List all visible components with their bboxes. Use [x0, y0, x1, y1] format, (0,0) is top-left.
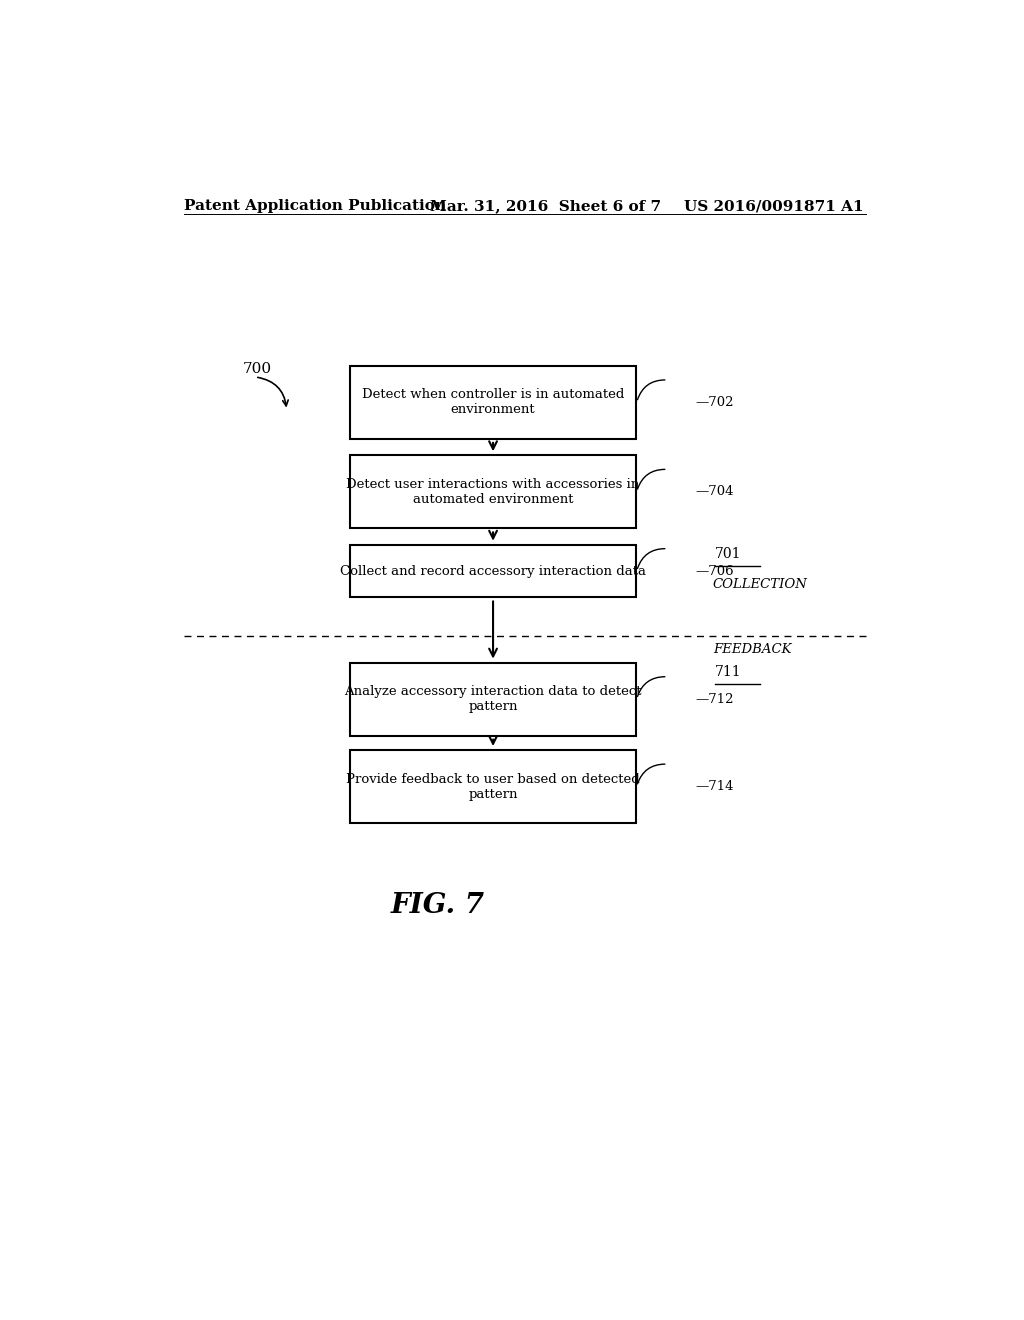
Text: Detect when controller is in automated
environment: Detect when controller is in automated e…	[361, 388, 625, 416]
Text: 711: 711	[715, 665, 742, 678]
FancyBboxPatch shape	[350, 366, 636, 440]
Text: Detect user interactions with accessories in
automated environment: Detect user interactions with accessorie…	[346, 478, 640, 506]
Text: —706: —706	[695, 565, 734, 578]
Text: 700: 700	[243, 362, 272, 376]
FancyBboxPatch shape	[350, 455, 636, 528]
Text: Patent Application Publication: Patent Application Publication	[183, 199, 445, 213]
Text: —704: —704	[695, 486, 734, 498]
FancyBboxPatch shape	[350, 545, 636, 598]
FancyBboxPatch shape	[350, 663, 636, 735]
FancyBboxPatch shape	[350, 750, 636, 824]
Text: COLLECTION: COLLECTION	[713, 578, 808, 591]
Text: FEEDBACK: FEEDBACK	[713, 643, 792, 656]
Text: FIG. 7: FIG. 7	[390, 892, 484, 919]
Text: 701: 701	[715, 546, 741, 561]
Text: Provide feedback to user based on detected
pattern: Provide feedback to user based on detect…	[346, 772, 640, 800]
Text: —712: —712	[695, 693, 734, 706]
Text: —714: —714	[695, 780, 734, 793]
Text: Collect and record accessory interaction data: Collect and record accessory interaction…	[340, 565, 646, 578]
Text: US 2016/0091871 A1: US 2016/0091871 A1	[684, 199, 863, 213]
Text: Analyze accessory interaction data to detect
pattern: Analyze accessory interaction data to de…	[344, 685, 642, 713]
Text: —702: —702	[695, 396, 734, 409]
Text: Mar. 31, 2016  Sheet 6 of 7: Mar. 31, 2016 Sheet 6 of 7	[430, 199, 660, 213]
